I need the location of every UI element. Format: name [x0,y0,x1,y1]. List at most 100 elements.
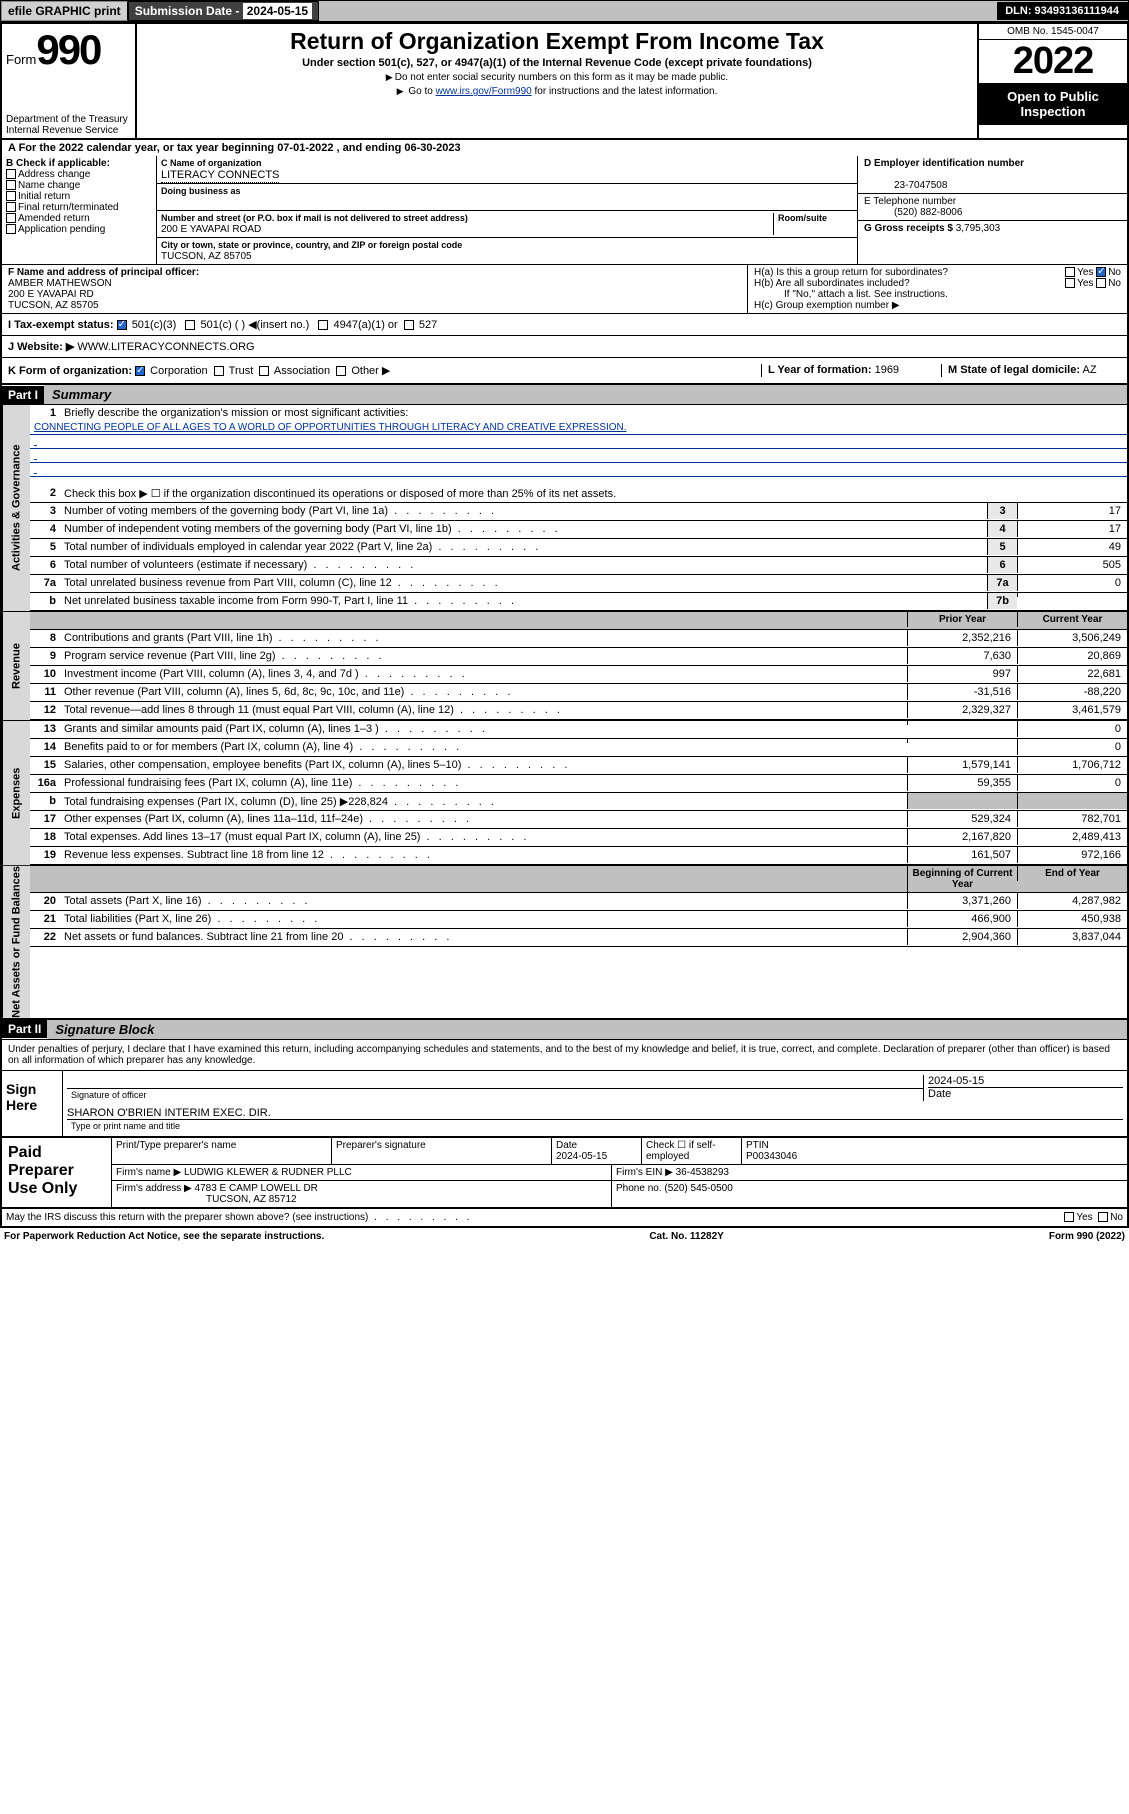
checkbox-app-pending[interactable] [6,224,16,234]
website-value: WWW.LITERACYCONNECTS.ORG [77,341,254,353]
tax-year: 2022 [979,40,1127,83]
checkbox-address-change[interactable] [6,169,16,179]
line-16a: 16aProfessional fundraising fees (Part I… [30,775,1127,793]
checkbox-amended[interactable] [6,213,16,223]
checkbox-initial-return[interactable] [6,191,16,201]
part2-header: Part II Signature Block [2,1020,1127,1040]
header-left: Form990 Department of the Treasury Inter… [2,24,137,138]
year-formation: 1969 [875,364,899,376]
line-14: 14Benefits paid to or for members (Part … [30,739,1127,757]
cat-no: Cat. No. 11282Y [649,1231,723,1242]
phone-value: (520) 882-8006 [864,207,962,218]
firm-address: 4783 E CAMP LOWELL DR [195,1183,318,1194]
i-4947[interactable] [318,320,328,330]
checkbox-final-return[interactable] [6,202,16,212]
side-revenue: Revenue [2,612,30,720]
line-20: 20Total assets (Part X, line 16)3,371,26… [30,893,1127,911]
sign-here-block: Sign Here Signature of officer 2024-05-1… [2,1070,1127,1136]
header-right: OMB No. 1545-0047 2022 Open to Public In… [977,24,1127,138]
section-bcde: B Check if applicable: Address change Na… [2,156,1127,265]
line-a: A For the 2022 calendar year, or tax yea… [2,140,1127,156]
col-b: B Check if applicable: Address change Na… [2,156,157,264]
note-ssn: Do not enter social security numbers on … [141,72,973,83]
b-title: B Check if applicable: [6,158,152,169]
form-footer: Form 990 (2022) [1049,1231,1125,1242]
discuss-no[interactable] [1098,1212,1108,1222]
line-17: 17Other expenses (Part IX, column (A), l… [30,811,1127,829]
omb-number: OMB No. 1545-0047 [979,24,1127,40]
declaration-text: Under penalties of perjury, I declare th… [2,1040,1127,1070]
footer: For Paperwork Reduction Act Notice, see … [0,1228,1129,1245]
paid-preparer-block: Paid Preparer Use Only Print/Type prepar… [2,1136,1127,1209]
line-21: 21Total liabilities (Part X, line 26)466… [30,911,1127,929]
hb-yes[interactable] [1065,278,1075,288]
state-domicile: AZ [1082,364,1096,376]
gov-line-7a: 7aTotal unrelated business revenue from … [30,575,1127,593]
i-527[interactable] [404,320,414,330]
officer-name: AMBER MATHEWSON [8,278,112,289]
line-18: 18Total expenses. Add lines 13–17 (must … [30,829,1127,847]
col-c: C Name of organization LITERACY CONNECTS… [157,156,857,264]
side-expenses: Expenses [2,721,30,865]
k-corp[interactable] [135,366,145,376]
gov-line-5: 5Total number of individuals employed in… [30,539,1127,557]
hb-no[interactable] [1096,278,1106,288]
dln-label: DLN: 93493136111944 [997,2,1128,20]
irs-link[interactable]: www.irs.gov/Form990 [436,86,532,97]
line-12: 12Total revenue—add lines 8 through 11 (… [30,702,1127,720]
org-address: 200 E YAVAPAI ROAD [161,224,261,235]
row-fh: F Name and address of principal officer:… [2,265,1127,314]
note-link: Go to www.irs.gov/Form990 for instructio… [141,86,973,97]
org-city: TUCSON, AZ 85705 [161,251,252,262]
open-to-public: Open to Public Inspection [979,83,1127,125]
form-990: Form990 Department of the Treasury Inter… [0,22,1129,1228]
col-f: F Name and address of principal officer:… [2,265,747,313]
gov-line-6: 6Total number of volunteers (estimate if… [30,557,1127,575]
gov-line-b: bNet unrelated business taxable income f… [30,593,1127,611]
row-klm: K Form of organization: Corporation Trus… [2,358,1127,385]
officer-name-title: SHARON O'BRIEN INTERIM EXEC. DIR. [67,1107,1123,1120]
part1-header: Part I Summary [2,385,1127,405]
governance-block: Activities & Governance 1Briefly describ… [2,405,1127,612]
row-ij: I Tax-exempt status: 501(c)(3) 501(c) ( … [2,314,1127,358]
col-h: H(a) Is this a group return for subordin… [747,265,1127,313]
firm-name: LUDWIG KLEWER & RUDNER PLLC [184,1167,352,1178]
form-title: Return of Organization Exempt From Incom… [141,28,973,55]
ha-no[interactable] [1096,267,1106,277]
top-toolbar: efile GRAPHIC print Submission Date - 20… [0,0,1129,22]
line-8: 8Contributions and grants (Part VIII, li… [30,630,1127,648]
org-name: LITERACY CONNECTS [161,168,279,183]
line-22: 22Net assets or fund balances. Subtract … [30,929,1127,947]
ha-yes[interactable] [1065,267,1075,277]
gov-line-3: 3Number of voting members of the governi… [30,503,1127,521]
line-11: 11Other revenue (Part VIII, column (A), … [30,684,1127,702]
side-governance: Activities & Governance [2,405,30,611]
revenue-block: Revenue Prior YearCurrent Year 8Contribu… [2,612,1127,721]
gov-line-4: 4Number of independent voting members of… [30,521,1127,539]
line-b: bTotal fundraising expenses (Part IX, co… [30,793,1127,811]
irs-discuss-row: May the IRS discuss this return with the… [2,1209,1127,1226]
ptin-value: P00343046 [746,1151,797,1162]
dept-label: Department of the Treasury Internal Reve… [6,114,131,136]
form-header: Form990 Department of the Treasury Inter… [2,24,1127,140]
i-501c3[interactable] [117,320,127,330]
firm-phone: (520) 545-0500 [664,1183,732,1194]
k-other[interactable] [336,366,346,376]
netassets-block: Net Assets or Fund Balances Beginning of… [2,866,1127,1020]
col-de: D Employer identification number 23-7047… [857,156,1127,264]
form-subtitle: Under section 501(c), 527, or 4947(a)(1)… [141,57,973,69]
i-501c[interactable] [185,320,195,330]
line-13: 13Grants and similar amounts paid (Part … [30,721,1127,739]
checkbox-name-change[interactable] [6,180,16,190]
k-assoc[interactable] [259,366,269,376]
header-mid: Return of Organization Exempt From Incom… [137,24,977,138]
submission-date-button[interactable]: Submission Date - 2024-05-15 [128,1,319,21]
efile-print-button[interactable]: efile GRAPHIC print [1,1,128,21]
firm-ein: 36-4538293 [676,1167,729,1178]
k-trust[interactable] [214,366,224,376]
gross-receipts: 3,795,303 [956,223,1001,234]
line-19: 19Revenue less expenses. Subtract line 1… [30,847,1127,865]
discuss-yes[interactable] [1064,1212,1074,1222]
line-9: 9Program service revenue (Part VIII, lin… [30,648,1127,666]
side-netassets: Net Assets or Fund Balances [2,866,30,1018]
